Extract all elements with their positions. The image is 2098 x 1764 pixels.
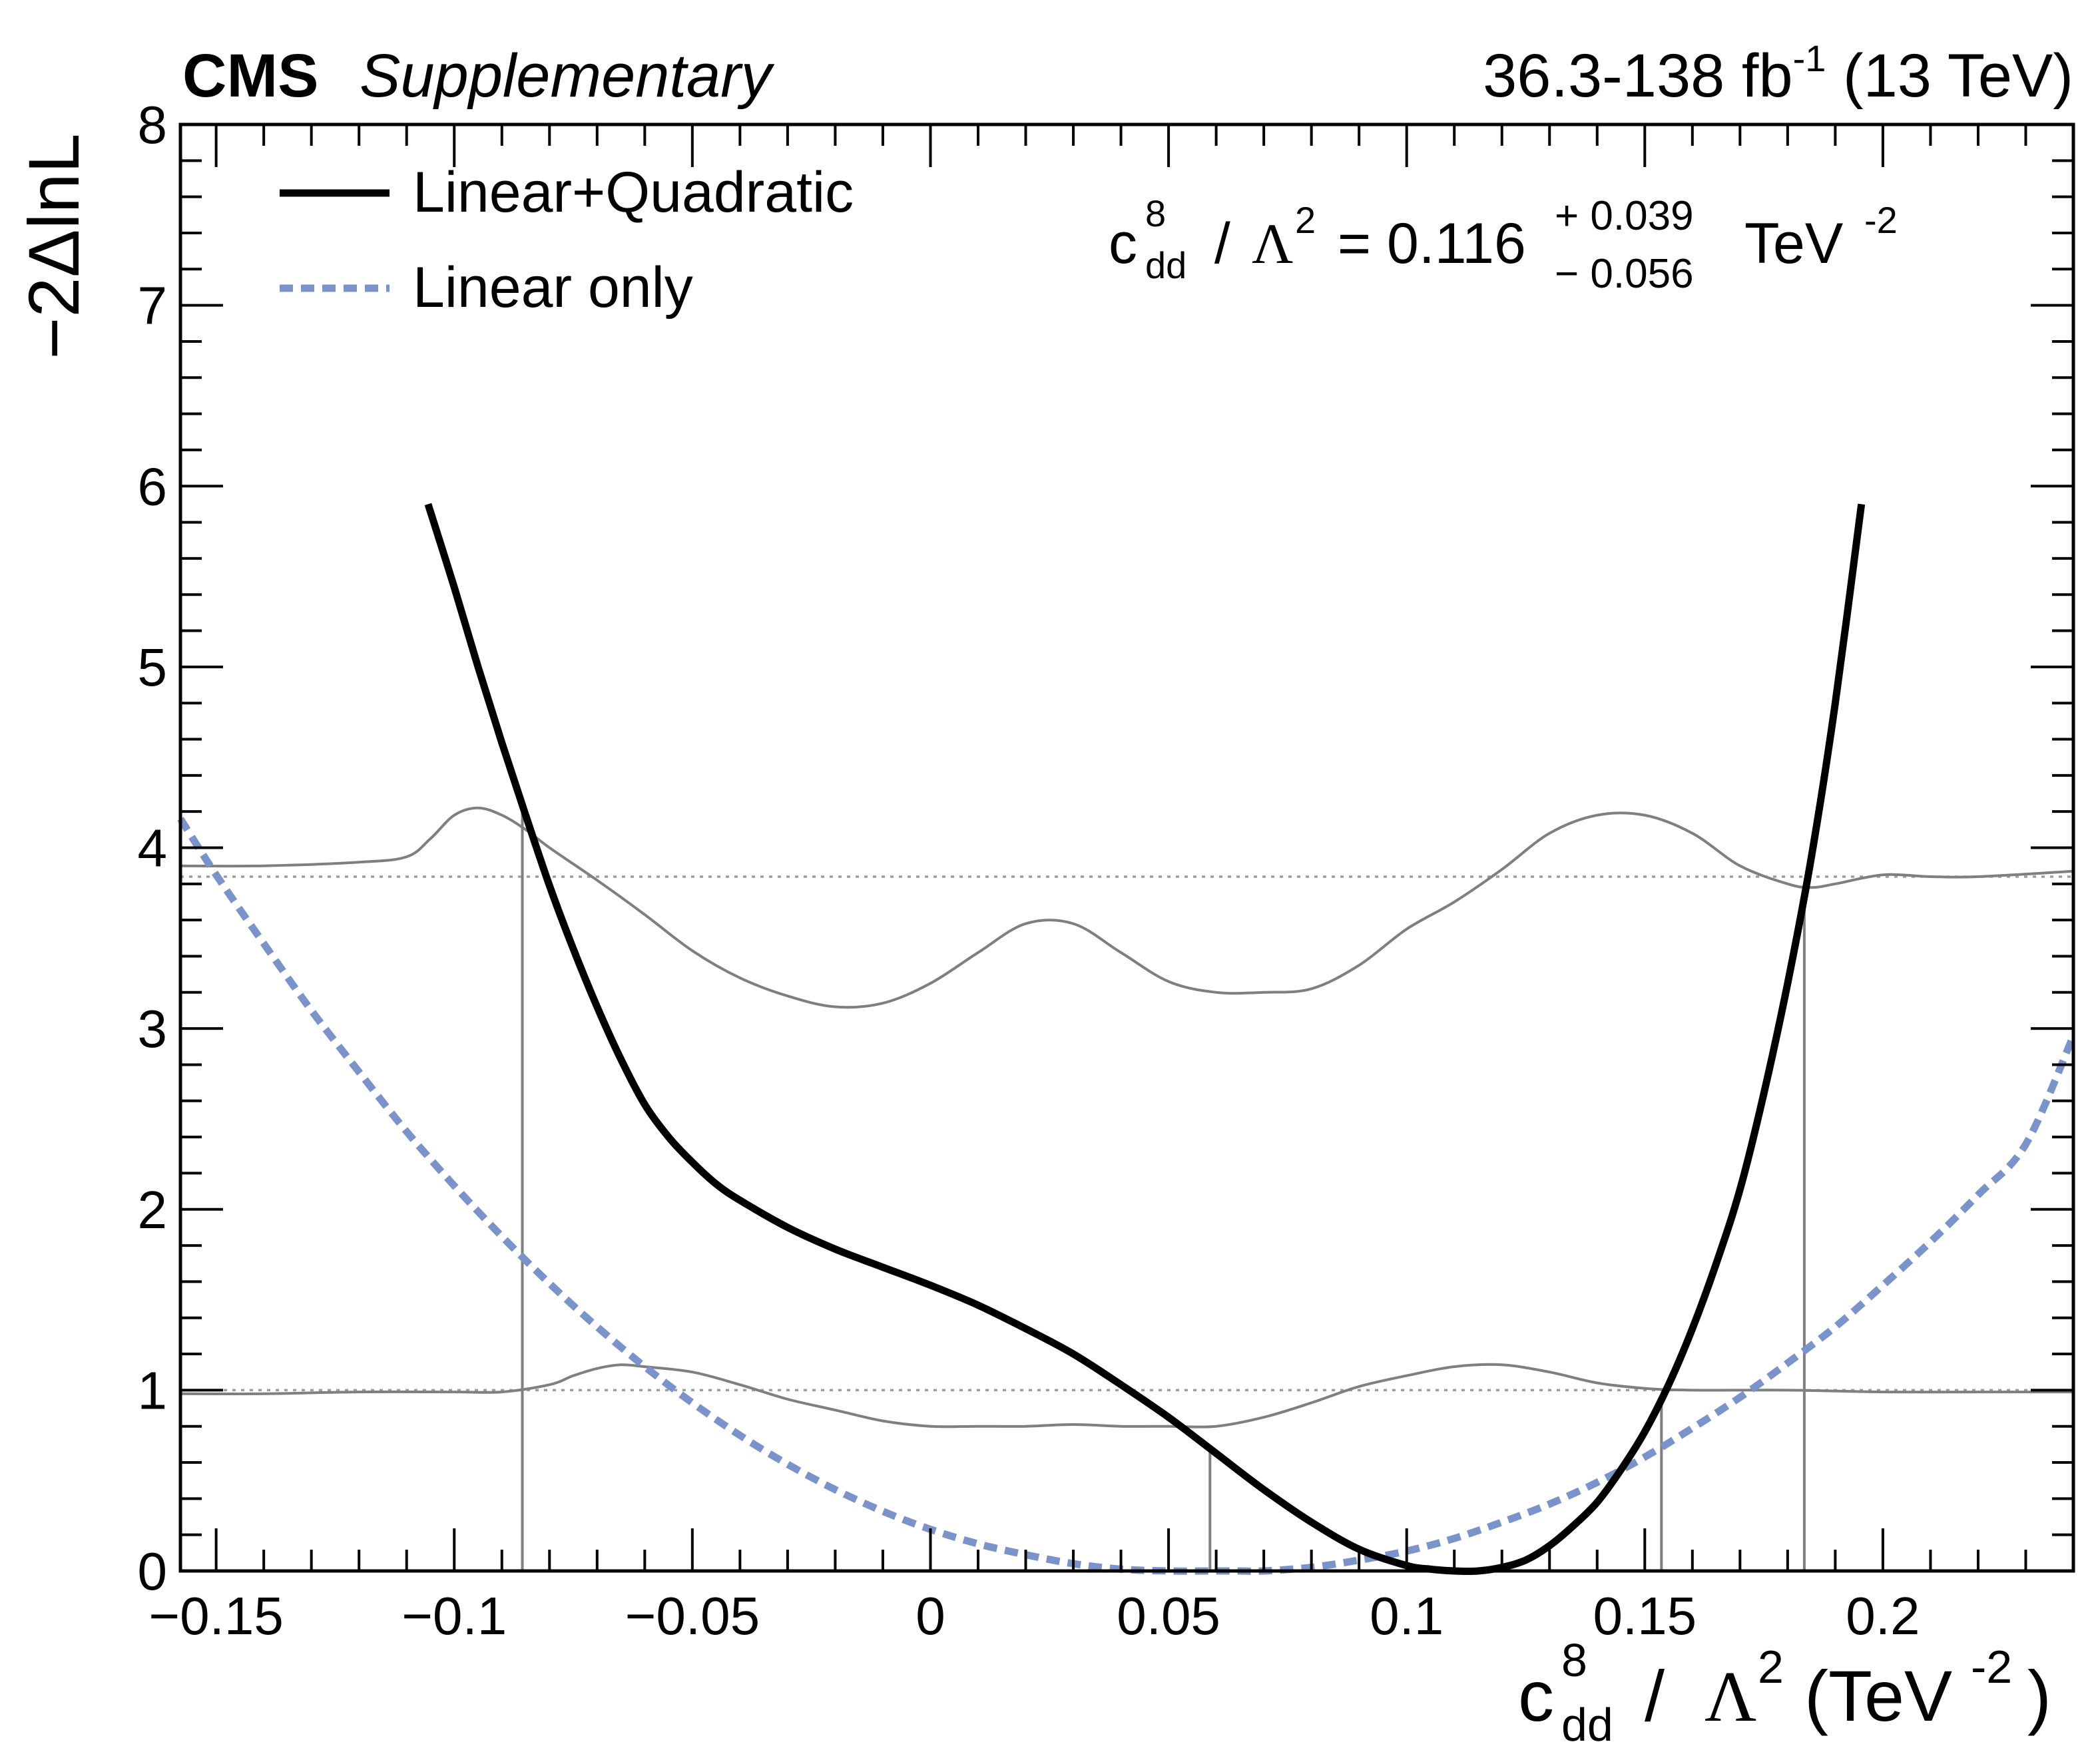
xlabel-sub: dd	[1561, 1699, 1613, 1751]
y-tick-label: 7	[138, 276, 168, 335]
x-tick-label: 0.05	[1117, 1586, 1220, 1646]
legend-label-linear-quadratic: Linear+Quadratic	[413, 160, 854, 224]
interval-lines	[521, 805, 1806, 1571]
annotation-slash: /	[1198, 212, 1246, 276]
annotation-sup: 8	[1145, 192, 1166, 234]
annotation-c: c	[1109, 212, 1137, 276]
y-tick-label: 2	[138, 1180, 168, 1239]
lumi-exponent: -1	[1793, 37, 1826, 79]
best-fit-annotation: c 8 dd / Λ 2 = 0.116 + 0.039 − 0.056 TeV…	[1109, 192, 1898, 297]
annotation-err-down: − 0.056	[1555, 251, 1694, 297]
legend: Linear+Quadratic Linear only	[280, 160, 854, 320]
xlabel-unit-exp: -2	[1971, 1641, 2012, 1693]
lumi-label: 36.3-138 fb-1 (13 TeV)	[1483, 37, 2073, 110]
annotation-unit-exp: -2	[1864, 199, 1898, 241]
y-tick-label: 1	[138, 1361, 168, 1420]
energy-text: (13 TeV)	[1843, 42, 2073, 110]
xlabel-slash: /	[1625, 1655, 1685, 1736]
lower-band-curve	[180, 1363, 2073, 1429]
y-tick-label: 5	[138, 638, 168, 697]
experiment-label: CMS	[182, 42, 318, 110]
series-linear-quadratic	[424, 503, 1866, 1576]
xlabel-unit-open: (TeV	[1784, 1655, 1952, 1736]
annotation-unit: TeV	[1744, 212, 1843, 276]
xlabel-c: c	[1518, 1655, 1554, 1736]
threshold-band-curves	[180, 806, 2074, 1429]
xlabel-unit-close: )	[2027, 1655, 2051, 1736]
legend-label-linear-only: Linear only	[413, 256, 693, 320]
y-tick-label: 0	[138, 1542, 168, 1601]
upper-band-curve	[180, 806, 2074, 1009]
energy-label	[1826, 42, 1843, 110]
y-tick-labels: 0 1 2 3 4 5 6 7 8	[138, 95, 168, 1601]
lumi-prefix: 36.3-138 fb	[1483, 42, 1792, 110]
annotation-lambda-exp: 2	[1295, 199, 1316, 241]
y-tick-label: 6	[138, 457, 168, 516]
x-tick-label: 0.1	[1370, 1586, 1443, 1646]
x-tick-label: −0.1	[401, 1586, 507, 1646]
x-tick-label: 0.2	[1846, 1586, 1920, 1646]
x-tick-label: −0.05	[625, 1586, 760, 1646]
annotation-lambda: Λ	[1252, 212, 1293, 276]
xlabel-lambda-exp: 2	[1758, 1641, 1784, 1693]
x-tick-label: 0	[916, 1586, 945, 1646]
x-axis-label: c 8 dd / Λ 2 (TeV -2 )	[1518, 1634, 2051, 1751]
axis-ticks	[180, 123, 2075, 1572]
qualifier-label: Supplementary	[360, 42, 775, 110]
x-tick-labels: −0.15 −0.1 −0.05 0 0.05 0.1 0.15 0.2	[148, 1586, 1920, 1646]
y-tick-label: 4	[138, 819, 168, 878]
x-tick-label: −0.15	[148, 1586, 283, 1646]
xlabel-sup: 8	[1561, 1634, 1587, 1686]
y-axis-label: −2ΔlnL	[13, 133, 94, 359]
annotation-err-up: + 0.039	[1555, 193, 1694, 239]
y-tick-label: 8	[138, 95, 168, 154]
xlabel-lambda: Λ	[1705, 1657, 1756, 1737]
annotation-sub: dd	[1145, 244, 1186, 286]
y-tick-label: 3	[138, 999, 168, 1058]
annotation-value: = 0.116	[1322, 212, 1526, 276]
x-tick-label: 0.15	[1593, 1586, 1697, 1646]
